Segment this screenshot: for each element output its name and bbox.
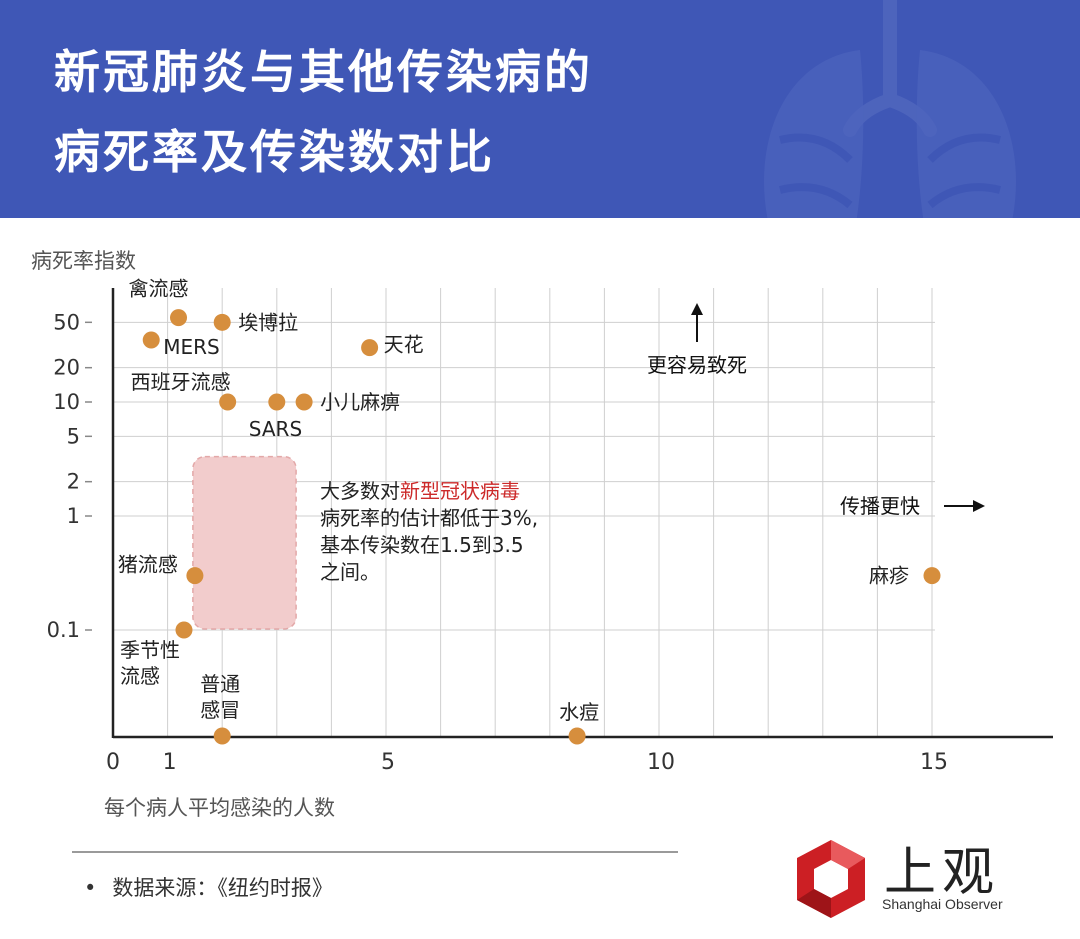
point-label: 猪流感: [118, 553, 178, 577]
covid-annotation-segment: 新型冠状病毒: [400, 479, 520, 503]
y-tick-label: 20: [53, 356, 80, 380]
point-label-line: 天花: [384, 333, 424, 357]
y-tick-label: 50: [53, 310, 80, 334]
data-point: [170, 309, 188, 327]
point-label: 天花: [384, 333, 424, 357]
logo-name-en: Shanghai Observer: [882, 896, 1003, 912]
covid-annotation-segment: 病死率的估计都低于3%,: [320, 506, 538, 530]
up-arrow-head: [691, 303, 703, 315]
point-label-line: MERS: [163, 335, 219, 359]
point-label-line: 感冒: [200, 698, 240, 722]
data-point: [142, 331, 160, 349]
source-divider: [72, 851, 678, 853]
data-point: [268, 393, 286, 411]
point-label: 小儿麻痹: [320, 390, 400, 414]
data-point: [213, 313, 231, 331]
point-label-line: 季节性: [120, 638, 180, 662]
source-note: • 数据来源：《纽约时报》: [84, 872, 333, 902]
y-tick-label: 2: [67, 470, 80, 494]
x-tick-label: 1: [163, 750, 177, 775]
logo-mark-icon: [797, 840, 865, 918]
point-label: MERS: [163, 335, 219, 359]
point-label-line: 埃博拉: [238, 310, 298, 334]
x-tick-label: 15: [920, 750, 948, 775]
right-arrow-label: 传播更快: [840, 494, 920, 518]
covid-annotation: 大多数对新型冠状病毒病死率的估计都低于3%, 基本传染数在1.5到3.5 之间。: [320, 479, 538, 584]
data-point: [568, 727, 586, 745]
data-point: [361, 339, 379, 357]
y-axis-title: 病死率指数: [31, 249, 136, 273]
point-label-line: 水痘: [559, 700, 599, 724]
page-title-line-1: 新冠肺炎与其他传染病的: [54, 45, 593, 99]
covid-annotation-segment: 基本传染数在1.5到3.5: [320, 533, 524, 557]
lungs-icon: [764, 0, 1016, 218]
shanghai-observer-logo: 上观 Shanghai Observer: [786, 836, 1066, 926]
x-tick-label: 5: [381, 750, 395, 775]
point-label-line: 麻疹: [869, 564, 909, 588]
point-label: 水痘: [559, 700, 599, 724]
data-point: [213, 727, 231, 745]
point-label: 普通感冒: [200, 672, 240, 722]
y-tick-label: 10: [53, 390, 80, 414]
data-point: [175, 621, 193, 639]
source-text: 数据来源：《纽约时报》: [112, 876, 333, 900]
data-point: [219, 393, 237, 411]
right-arrow-head: [973, 500, 985, 512]
point-label: SARS: [249, 417, 302, 441]
x-tick-label: 10: [647, 750, 675, 775]
x-tick-label: 0: [106, 750, 120, 775]
point-label-line: 禽流感: [129, 277, 189, 301]
up-arrow-label: 更容易致死: [647, 353, 747, 377]
header-banner: 新冠肺炎与其他传染病的 病死率及传染数对比: [0, 0, 1080, 218]
y-tick-label: 1: [67, 504, 80, 528]
y-tick-label: 0.1: [47, 618, 80, 642]
point-label-line: SARS: [249, 417, 302, 441]
x-axis-title: 每个病人平均感染的人数: [104, 796, 335, 820]
point-label: 西班牙流感: [131, 370, 231, 394]
y-tick-label: 5: [67, 424, 80, 448]
data-point: [295, 393, 313, 411]
covid-annotation-segment: 之间。: [320, 560, 380, 584]
data-point: [923, 567, 941, 585]
point-label: 禽流感: [129, 277, 189, 301]
covid-annotation-segment: 大多数对: [320, 479, 400, 503]
point-label: 季节性流感: [120, 638, 180, 688]
page-title-line-2: 病死率及传染数对比: [54, 125, 495, 179]
point-label-line: 西班牙流感: [131, 370, 231, 394]
point-label-line: 普通: [200, 672, 240, 696]
source-bullet: •: [84, 876, 97, 900]
covid-estimate-region: [192, 455, 297, 630]
point-label: 埃博拉: [238, 310, 298, 334]
point-label-line: 猪流感: [118, 553, 178, 577]
point-label-line: 小儿麻痹: [320, 390, 400, 414]
logo-name-cn: 上观: [884, 843, 1001, 903]
point-label: 麻疹: [869, 564, 909, 588]
data-point: [186, 567, 204, 585]
point-label-line: 流感: [120, 664, 160, 688]
